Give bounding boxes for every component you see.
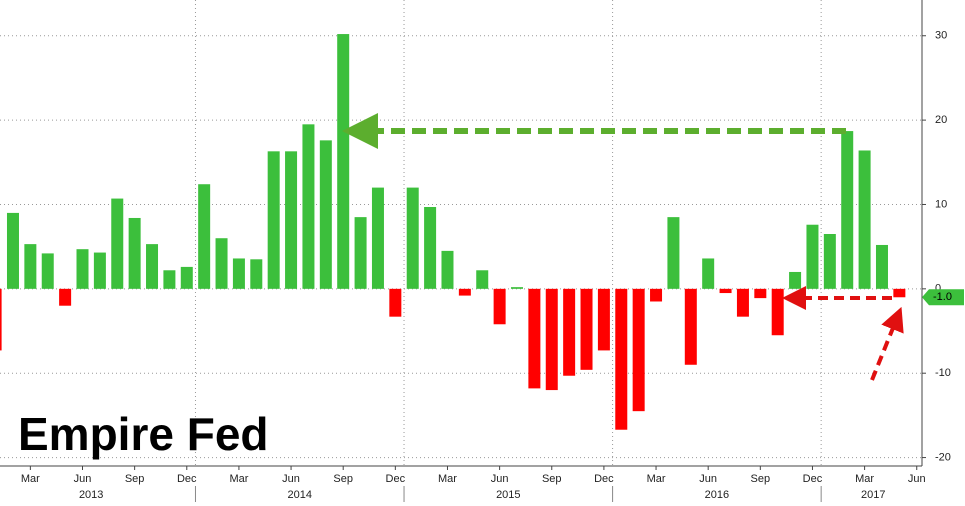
- x-group-label: 2016: [705, 489, 729, 501]
- x-group-label: 2015: [496, 489, 520, 501]
- x-tick-label: Mar: [438, 473, 457, 485]
- bar: [684, 288, 697, 365]
- x-tick-label: Mar: [229, 473, 248, 485]
- x-tick-label: Dec: [594, 473, 614, 485]
- bar: [823, 234, 836, 289]
- bar: [198, 184, 211, 289]
- bar: [667, 217, 680, 289]
- bar: [719, 288, 732, 294]
- bar: [215, 238, 228, 289]
- bar: [806, 224, 819, 289]
- bar: [337, 34, 350, 289]
- x-tick-label: Dec: [386, 473, 406, 485]
- bar: [441, 250, 454, 289]
- x-tick-label: Sep: [333, 473, 353, 485]
- x-tick-label: Jun: [491, 473, 509, 485]
- bar: [702, 258, 715, 289]
- bar: [111, 198, 124, 289]
- bar: [771, 288, 784, 336]
- bar: [424, 207, 437, 289]
- bar: [893, 288, 906, 298]
- x-tick-label: Sep: [542, 473, 562, 485]
- x-group-label: 2013: [79, 489, 103, 501]
- bar: [232, 258, 245, 289]
- bar: [250, 259, 263, 289]
- bar: [597, 288, 610, 351]
- x-tick-label: Mar: [855, 473, 874, 485]
- x-tick-label: Jun: [699, 473, 717, 485]
- bar: [476, 270, 489, 289]
- bar: [146, 244, 159, 289]
- x-group-label: 2017: [861, 489, 885, 501]
- x-tick-label: Mar: [21, 473, 40, 485]
- bar: [789, 271, 802, 289]
- bar: [285, 151, 298, 289]
- grid: [0, 0, 922, 466]
- bar: [545, 288, 558, 391]
- bar: [180, 266, 193, 289]
- bar: [528, 288, 541, 389]
- y-tick-label: 30: [935, 30, 947, 42]
- bar: [615, 288, 628, 430]
- bar: [458, 288, 471, 296]
- bar: [41, 253, 54, 289]
- bar: [511, 287, 523, 289]
- value-label: -1.0: [933, 291, 952, 303]
- bar: [563, 288, 576, 376]
- bar: [650, 288, 663, 302]
- bar: [6, 212, 19, 289]
- bar: [371, 187, 384, 289]
- x-group-label: 2014: [288, 489, 312, 501]
- bar: [580, 288, 593, 370]
- y-tick-label: 20: [935, 114, 947, 126]
- bar: [163, 270, 176, 289]
- bar: [128, 217, 141, 289]
- chart-title: Empire Fed: [18, 408, 269, 460]
- x-tick-label: Dec: [803, 473, 823, 485]
- bar: [493, 288, 506, 325]
- x-tick-label: Sep: [751, 473, 771, 485]
- bar: [24, 244, 37, 289]
- bar: [858, 150, 871, 289]
- bar: [875, 244, 888, 289]
- bars: [0, 34, 906, 430]
- bar: [754, 288, 767, 299]
- arrow: [870, 306, 904, 381]
- y-tick-label: -10: [935, 367, 951, 379]
- x-tick-label: Sep: [125, 473, 145, 485]
- bar: [319, 140, 332, 289]
- value-label-box: [922, 289, 964, 306]
- bar: [389, 288, 402, 317]
- bar: [0, 288, 2, 351]
- bar: [267, 151, 280, 289]
- y-tick-label: 0: [935, 283, 941, 295]
- y-tick-label: 10: [935, 198, 947, 210]
- bar: [93, 252, 106, 289]
- x-tick-label: Mar: [647, 473, 666, 485]
- x-tick-label: Dec: [177, 473, 197, 485]
- bar: [841, 131, 854, 289]
- x-tick-label: Jun: [74, 473, 92, 485]
- x-tick-label: Jun: [908, 473, 926, 485]
- bar: [354, 217, 367, 289]
- bar: [736, 288, 749, 317]
- x-tick-label: Jun: [282, 473, 300, 485]
- bar: [76, 249, 89, 289]
- bar: [632, 288, 645, 412]
- bar: [59, 288, 72, 306]
- bar: [406, 187, 419, 289]
- y-tick-label: -20: [935, 451, 951, 463]
- bar: [302, 124, 315, 289]
